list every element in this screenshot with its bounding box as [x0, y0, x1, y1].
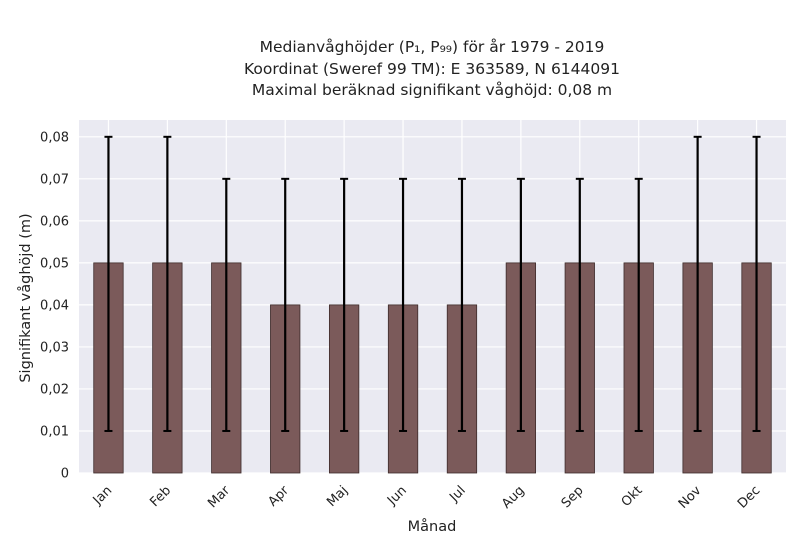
x-tick-label: Dec [735, 483, 763, 511]
error-bar-sep [575, 177, 584, 432]
x-tick-label: Apr [266, 483, 293, 510]
error-bar-nov [693, 135, 702, 432]
y-tick-label: 0,07 [40, 172, 69, 187]
error-bar-jun [399, 177, 408, 432]
y-tick-label: 0,02 [40, 382, 69, 397]
chart-title: Medianvåghöjder (P₁, P₉₉) för år 1979 - … [244, 38, 620, 99]
x-tick-label: Okt [619, 483, 646, 510]
plot-area [79, 120, 786, 473]
error-bar-mar [222, 177, 231, 432]
x-tick-label: Sep [559, 483, 587, 511]
x-axis-label: Månad [408, 518, 457, 535]
y-tick-label: 0,05 [40, 256, 69, 271]
y-tick-label: 0,04 [40, 298, 69, 313]
title-line-2: Koordinat (Sweref 99 TM): E 363589, N 61… [244, 60, 620, 78]
title-line-3: Maximal beräknad signifikant våghöjd: 0,… [252, 81, 612, 99]
x-tick-label: Aug [499, 483, 528, 512]
y-tick-label: 0,03 [40, 340, 69, 355]
x-axis-ticks: Jan Feb Mar Apr Maj Jun Jul Aug Sep Okt Nov Dec [90, 483, 764, 512]
x-tick-label: Mar [205, 483, 233, 511]
error-bar-jul [457, 177, 466, 432]
y-tick-label: 0,01 [40, 424, 69, 439]
x-tick-label: Jul [446, 483, 468, 505]
error-bar-maj [340, 177, 349, 432]
x-tick-label: Feb [147, 483, 174, 510]
y-tick-label: 0,08 [40, 130, 69, 145]
y-axis-ticks: 0 0,01 0,02 0,03 0,04 0,05 0,06 0,07 0,08 [40, 130, 69, 481]
error-bar-apr [281, 177, 290, 432]
x-tick-label: Jan [90, 483, 115, 508]
error-bar-jan [104, 135, 113, 432]
error-bar-aug [516, 177, 525, 432]
x-tick-label: Maj [324, 483, 351, 510]
x-tick-label: Nov [676, 483, 705, 512]
y-tick-label: 0 [61, 467, 69, 482]
error-bar-okt [634, 177, 643, 432]
x-tick-label: Jun [384, 483, 410, 509]
y-axis-label: Signifikant våghöjd (m) [17, 213, 34, 382]
error-bar-feb [163, 135, 172, 432]
title-line-1: Medianvåghöjder (P₁, P₉₉) för år 1979 - … [260, 38, 605, 56]
error-bars [104, 135, 761, 432]
error-bar-dec [752, 135, 761, 432]
y-tick-label: 0,06 [40, 214, 69, 229]
